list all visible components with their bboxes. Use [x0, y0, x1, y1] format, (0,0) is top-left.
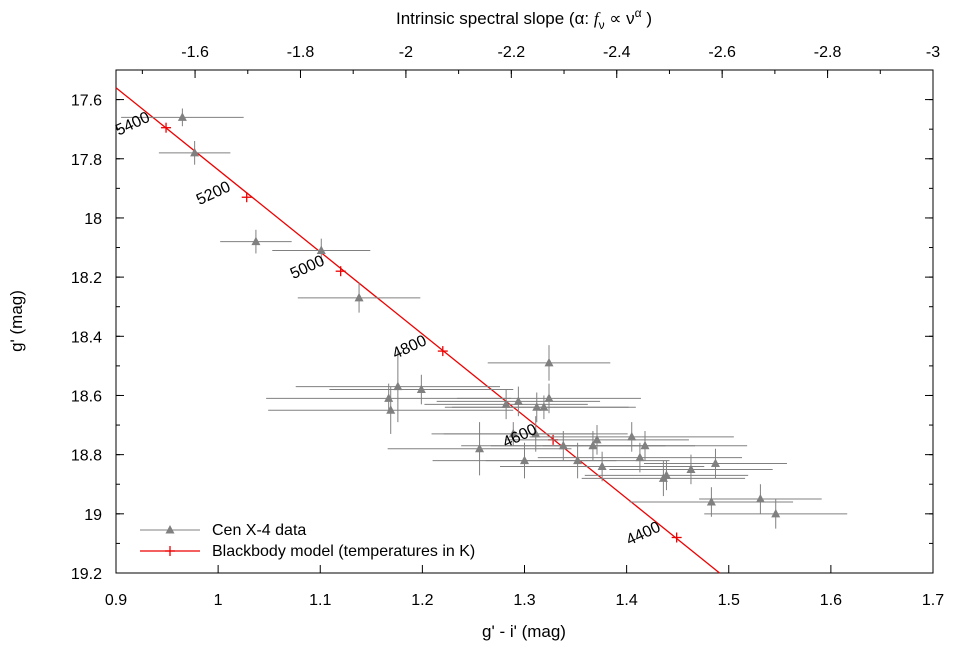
data-point [640, 440, 650, 450]
legend-label-data: Cen X-4 data [212, 522, 306, 539]
data-point [190, 147, 200, 157]
data-point [592, 434, 602, 444]
data-point [508, 428, 518, 438]
data-point [384, 393, 394, 402]
x-tick-label: 1.7 [922, 592, 944, 609]
data-point [501, 399, 511, 408]
data-point [627, 431, 637, 441]
legend-label-model: Blackbody model (temperatures in K) [212, 543, 475, 560]
top-tick-label: -2 [399, 44, 413, 61]
data-point [710, 458, 720, 468]
data-point [706, 496, 716, 506]
data-point [532, 402, 542, 411]
y-tick-label: 18.4 [71, 329, 102, 346]
data-point [573, 455, 583, 465]
data-point [416, 384, 426, 394]
data-point [661, 470, 671, 479]
data-point [755, 494, 765, 503]
temperature-label: 5200 [194, 178, 234, 208]
x-tick-label: 1.3 [513, 592, 535, 609]
data-point [544, 357, 554, 367]
top-title-f: f [594, 9, 601, 28]
blackbody-model [115, 87, 720, 574]
cen-x4-data [121, 108, 848, 529]
plot-frame [115, 69, 934, 574]
temperature-label: 5000 [288, 252, 328, 282]
data-point [544, 393, 554, 402]
top-tick-label: -1.8 [287, 44, 315, 61]
data-point [635, 452, 645, 462]
y-tick-label: 18.2 [71, 270, 102, 287]
top-axis-ticks: -1.6 -1.8 -2 -2.2 -2.4 -2.6 -2.8 -3 [141, 44, 940, 78]
data-point [251, 236, 261, 246]
top-tick-label: -1.6 [181, 44, 209, 61]
data-point [597, 461, 607, 470]
x-axis-title: g' - i' (mag) [482, 622, 566, 641]
legend-data-marker [165, 525, 175, 534]
y-axis-ticks: 17.6 17.8 18 18.2 18.4 18.6 18.8 19 19.2 [71, 69, 933, 583]
top-title-prop: ∝ ν [605, 9, 635, 28]
y-tick-label: 19 [84, 507, 102, 524]
data-point [558, 440, 568, 450]
top-tick-label: -2.8 [814, 44, 842, 61]
data-point [588, 440, 598, 450]
y-axis-title: g' (mag) [7, 290, 26, 352]
y-tick-label: 17.8 [71, 152, 102, 169]
temperature-label: 4400 [624, 519, 664, 549]
data-point [475, 443, 485, 453]
top-tick-label: -3 [926, 44, 940, 61]
data-point [771, 508, 781, 518]
x-tick-label: 1.2 [411, 592, 433, 609]
data-point [686, 464, 696, 473]
data-point [513, 396, 523, 405]
temperature-label: 4600 [500, 421, 540, 451]
x-tick-label: 0.9 [105, 592, 127, 609]
top-tick-label: -2.6 [708, 44, 736, 61]
x-axis-ticks: 0.9 1 1.1 1.2 1.3 1.4 1.5 1.6 1.7 [105, 565, 944, 609]
x-tick-label: 1.6 [820, 592, 842, 609]
y-tick-label: 18.8 [71, 448, 102, 465]
data-point [316, 245, 326, 254]
data-point [177, 112, 187, 121]
x-tick-label: 1.5 [718, 592, 740, 609]
x-tick-label: 1 [214, 592, 223, 609]
top-axis-title: Intrinsic spectral slope (α: fν ∝ να ) [396, 6, 652, 32]
data-point [520, 455, 529, 465]
temperature-labels: 5400 5200 5000 4800 4600 4400 [113, 109, 663, 549]
legend: Cen X-4 data Blackbody model (temperatur… [140, 522, 475, 560]
temperature-label: 5400 [113, 109, 153, 139]
data-point [531, 428, 541, 438]
top-title-sup: α [635, 6, 642, 20]
x-tick-label: 1.4 [616, 592, 638, 609]
legend-model-sample [140, 546, 200, 556]
top-title-end: ) [642, 9, 652, 28]
top-tick-label: -2.2 [498, 44, 526, 61]
y-tick-label: 19.2 [71, 566, 102, 583]
top-title-text: Intrinsic spectral slope (α: [396, 9, 594, 28]
top-tick-label: -2.4 [603, 44, 631, 61]
top-title-sub: ν [599, 18, 605, 32]
legend-data-sample [140, 525, 200, 534]
data-point [386, 405, 396, 414]
model-line [115, 87, 720, 574]
y-tick-label: 18 [84, 211, 102, 228]
data-point [539, 402, 549, 411]
y-tick-label: 18.6 [71, 388, 102, 405]
x-tick-label: 1.1 [309, 592, 331, 609]
data-point [354, 292, 364, 302]
temperature-label: 4800 [390, 332, 430, 362]
y-tick-label: 17.6 [71, 93, 102, 110]
data-point [393, 381, 403, 391]
